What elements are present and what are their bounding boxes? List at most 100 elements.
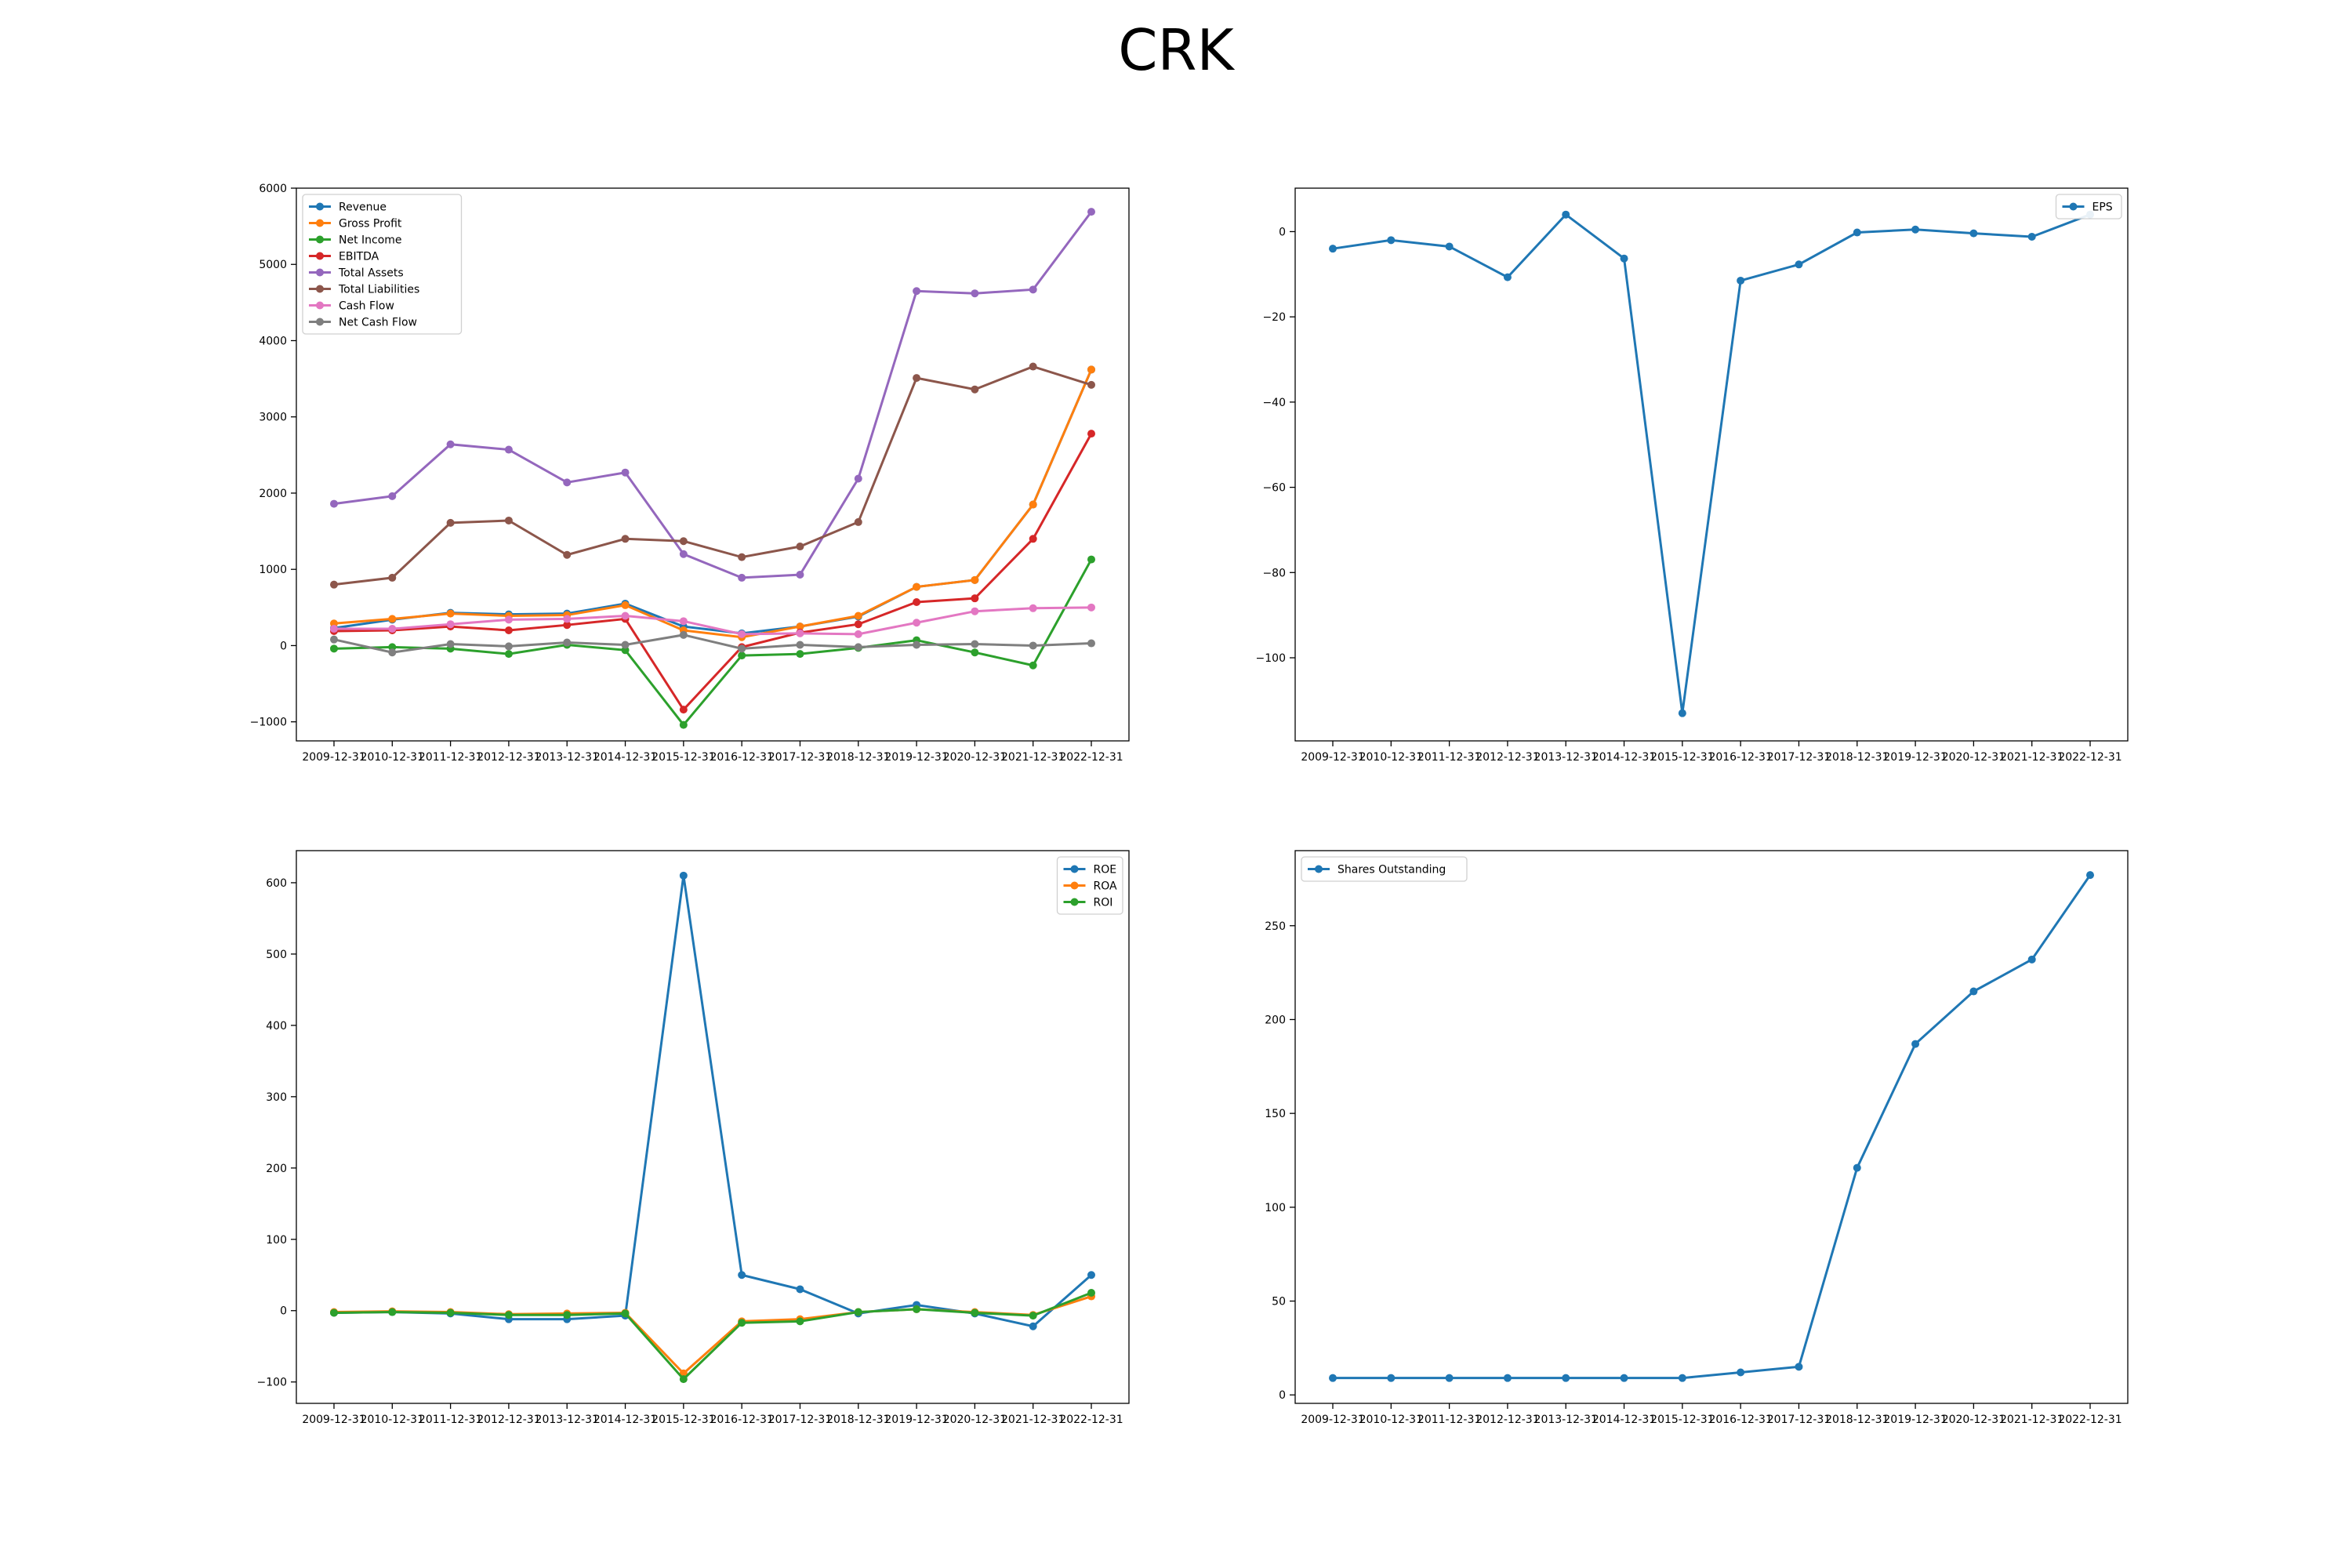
series-roe	[330, 871, 1095, 1330]
y-tick-label: 400	[266, 1020, 287, 1033]
data-point	[913, 619, 921, 627]
data-point	[913, 287, 921, 296]
data-point	[621, 641, 630, 649]
x-tick-label: 2019-12-31	[1883, 1414, 1947, 1426]
y-tick-label: 4000	[259, 335, 287, 347]
x-tick-label: 2021-12-31	[1001, 1414, 1065, 1426]
data-point	[1387, 1374, 1396, 1382]
data-point	[621, 601, 630, 609]
data-point	[796, 622, 804, 631]
y-tick-label: 200	[266, 1163, 287, 1175]
y-tick-label: 0	[1279, 226, 1286, 238]
data-point	[504, 1311, 513, 1319]
legend-item: EPS	[2062, 201, 2113, 214]
data-point	[854, 612, 862, 620]
series-line	[333, 875, 1092, 1328]
series-line	[333, 633, 1092, 654]
data-point	[679, 537, 688, 546]
legend: ROE ROA ROI	[1056, 856, 1123, 915]
x-tick-label: 2009-12-31	[302, 1414, 365, 1426]
legend-item: Cash Flow	[309, 300, 394, 313]
data-point	[1029, 1312, 1037, 1320]
data-point	[1029, 535, 1037, 543]
x-tick-label: 2020-12-31	[943, 1414, 1007, 1426]
data-point	[1329, 1374, 1337, 1382]
data-point	[1087, 430, 1095, 438]
y-tick-label: 3000	[259, 412, 287, 424]
y-tick-label: 150	[1265, 1108, 1286, 1120]
data-point	[738, 1319, 746, 1327]
legend-item: Gross Profit	[309, 218, 402, 230]
legend-marker	[316, 219, 324, 227]
data-point	[388, 648, 397, 657]
x-tick-label: 2014-12-31	[593, 751, 657, 764]
plot-frame	[1294, 187, 2129, 742]
x-tick-label: 2019-12-31	[884, 1414, 948, 1426]
legend-label: Net Cash Flow	[339, 317, 417, 329]
y-tick-label: −20	[1262, 311, 1286, 324]
data-point	[854, 474, 862, 483]
data-point	[388, 615, 397, 623]
legend-item: EBITDA	[309, 251, 379, 263]
data-point	[504, 642, 513, 651]
data-point	[446, 440, 455, 448]
legend-marker	[316, 202, 324, 211]
data-point	[563, 478, 572, 487]
series-revenue	[330, 365, 1095, 637]
data-point	[504, 615, 513, 624]
legend-marker	[316, 301, 324, 310]
legend-item: ROI	[1063, 897, 1113, 909]
data-point	[913, 1305, 921, 1313]
data-point	[563, 638, 572, 647]
x-tick-label: 2018-12-31	[826, 751, 890, 764]
x-tick-label: 2016-12-31	[710, 1414, 773, 1426]
chart-2: −100−80−60−40−2002009-12-312010-12-31201…	[1256, 187, 2129, 764]
x-tick-label: 2011-12-31	[1417, 751, 1481, 764]
x-tick-label: 2017-12-31	[768, 1414, 832, 1426]
data-point	[621, 468, 630, 477]
plot-frame	[296, 850, 1130, 1404]
x-tick-label: 2022-12-31	[2058, 1414, 2122, 1426]
data-point	[1853, 1163, 1861, 1172]
x-tick-label: 2015-12-31	[1650, 751, 1714, 764]
legend-marker	[316, 318, 324, 326]
data-point	[388, 492, 397, 500]
data-point	[1503, 273, 1512, 281]
x-tick-label: 2019-12-31	[884, 751, 948, 764]
data-point	[1329, 245, 1337, 253]
data-point	[1029, 604, 1037, 612]
data-point	[2027, 232, 2036, 241]
x-tick-label: 2015-12-31	[1650, 1414, 1714, 1426]
x-tick-label: 2014-12-31	[593, 1414, 657, 1426]
legend-label: ROI	[1094, 897, 1113, 909]
chart-1: −1000 0 1000 2000 3000 4000 5000 6000 2009-12-31…	[250, 183, 1130, 764]
legend-item: Net Cash Flow	[309, 317, 417, 329]
y-tick-label: 6000	[259, 183, 287, 195]
y-tick-label: 5000	[259, 259, 287, 271]
x-tick-label: 2010-12-31	[1359, 1414, 1423, 1426]
x-tick-label: 2011-12-31	[419, 1414, 482, 1426]
x-tick-label: 2010-12-31	[1359, 751, 1423, 764]
legend-marker	[2069, 202, 2078, 211]
series-line	[333, 211, 1093, 579]
data-point	[2027, 955, 2036, 964]
data-point	[679, 550, 688, 558]
legend-box	[1301, 856, 1468, 882]
data-point	[738, 644, 746, 653]
data-point	[854, 517, 862, 526]
x-tick-label: 2013-12-31	[1534, 751, 1598, 764]
chart-3: −100 0 100 200 300 400 500 600 2009-12-312010-12…	[257, 850, 1130, 1426]
y-tick-label: 600	[266, 877, 287, 890]
data-point	[796, 641, 804, 649]
data-point	[1562, 1374, 1570, 1382]
plot-frame	[1294, 850, 2129, 1404]
data-point	[796, 1317, 804, 1326]
series-line	[334, 606, 1092, 636]
data-point	[1029, 661, 1037, 670]
y-tick-label: 0	[1279, 1389, 1286, 1402]
x-tick-label: 2017-12-31	[768, 751, 832, 764]
data-point	[1029, 362, 1037, 371]
legend-label: Cash Flow	[339, 300, 394, 313]
data-point	[971, 640, 979, 648]
